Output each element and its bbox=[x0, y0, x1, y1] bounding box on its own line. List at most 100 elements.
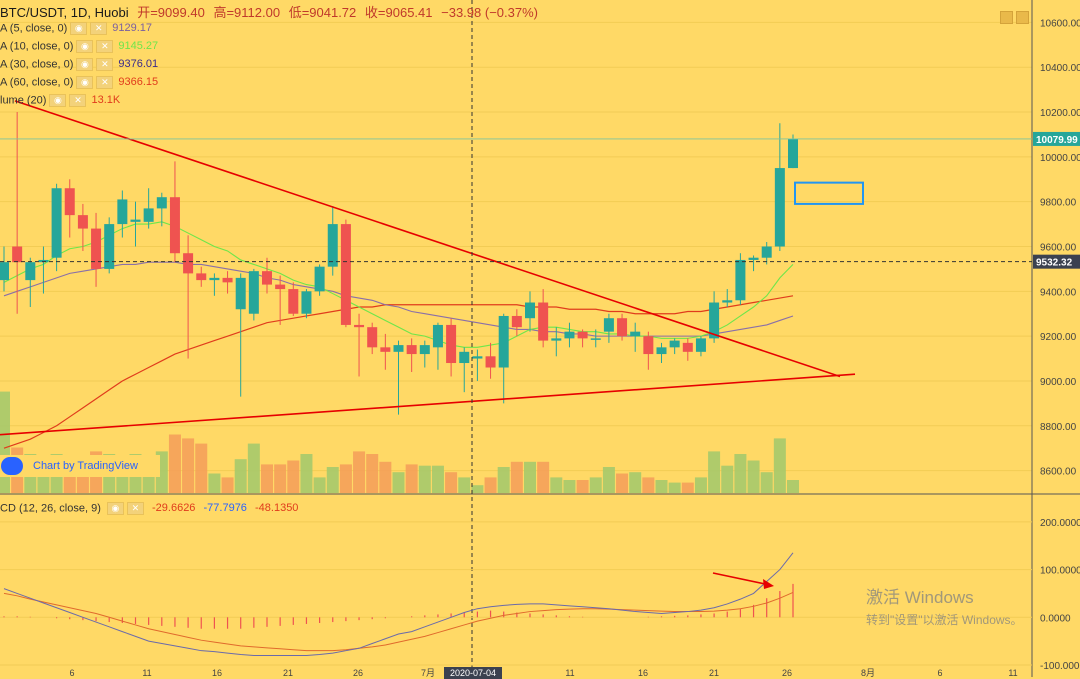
indicator-value: 9129.17 bbox=[112, 22, 153, 35]
hide-icon[interactable] bbox=[1016, 11, 1029, 24]
highlight-box bbox=[794, 181, 864, 205]
indicator-name: A (10, close, 0) bbox=[0, 40, 74, 53]
volume-bar bbox=[431, 465, 444, 493]
volume-bar bbox=[668, 482, 681, 493]
candle-body bbox=[222, 277, 233, 283]
volume-bar bbox=[655, 480, 668, 493]
price-tick-label: 10200.00 bbox=[1040, 108, 1080, 119]
indicator-name: A (5, close, 0) bbox=[0, 22, 68, 35]
eye-icon[interactable]: ◉ bbox=[106, 502, 124, 515]
tradingview-watermark[interactable]: Chart by TradingView bbox=[0, 455, 160, 477]
candle-body bbox=[682, 342, 693, 352]
volume-bar bbox=[339, 464, 352, 493]
eye-icon[interactable]: ◉ bbox=[70, 22, 88, 35]
volume-bar bbox=[445, 472, 458, 493]
macd-name: CD (12, 26, close, 9) bbox=[0, 502, 101, 515]
windows-activation-notice: 激活 Windows 转到"设置"以激活 Windows。 bbox=[866, 583, 1023, 628]
volume-bar bbox=[287, 460, 300, 493]
close-icon[interactable]: ✕ bbox=[69, 94, 87, 107]
eye-icon[interactable]: ◉ bbox=[76, 40, 94, 53]
candle-body bbox=[196, 273, 207, 281]
price-axis[interactable]: 10600.00 10400.00 10200.00 10000.00 9800.00 9… bbox=[1033, 18, 1080, 672]
volume-bar bbox=[247, 443, 260, 493]
candle-body bbox=[459, 351, 470, 364]
time-tick-label: 11 bbox=[565, 668, 574, 677]
candle-body bbox=[354, 324, 365, 328]
settings-icon[interactable] bbox=[1000, 11, 1013, 24]
price-tag bbox=[1033, 131, 1080, 146]
volume-bar bbox=[694, 477, 707, 493]
volume-bar bbox=[168, 434, 181, 493]
time-axis[interactable]: 6111621267月6111621268月611 bbox=[69, 668, 1017, 677]
volume-bar bbox=[300, 454, 313, 493]
volume-bar bbox=[0, 391, 10, 493]
candle-body bbox=[511, 315, 522, 328]
price-tick-label: 10000.00 bbox=[1040, 153, 1080, 164]
candle-body bbox=[603, 318, 614, 332]
close-icon[interactable]: ✕ bbox=[96, 58, 114, 71]
volume-bar bbox=[629, 472, 642, 493]
ma30-line bbox=[3, 261, 794, 337]
eye-icon[interactable]: ◉ bbox=[49, 94, 67, 107]
candle-body bbox=[64, 188, 75, 216]
close-icon[interactable]: ✕ bbox=[90, 22, 108, 35]
candle-body bbox=[774, 168, 785, 247]
low-value: 低=9041.72 bbox=[288, 5, 357, 20]
candle-body bbox=[340, 224, 351, 325]
macd-line bbox=[3, 552, 794, 656]
time-tick-label: 16 bbox=[212, 668, 222, 677]
macd-tick-label: 100.0000 bbox=[1040, 566, 1080, 577]
price-tag bbox=[1033, 254, 1080, 269]
indicator-row: A (60, close, 0) ◉ ✕ 9366.15 bbox=[0, 76, 158, 89]
eye-icon[interactable]: ◉ bbox=[76, 58, 94, 71]
candle-body bbox=[788, 138, 798, 169]
volume-bar bbox=[261, 464, 273, 493]
close-icon[interactable]: ✕ bbox=[96, 76, 114, 89]
eye-icon[interactable]: ◉ bbox=[76, 76, 94, 89]
candle-body bbox=[77, 215, 88, 229]
candle-body bbox=[748, 257, 759, 260]
macd-tick-label: -100.0000 bbox=[1040, 661, 1080, 672]
volume-bar bbox=[313, 477, 326, 493]
volume-bar bbox=[708, 451, 721, 493]
symbol-title[interactable]: BTC/USDT, 1D, Huobi bbox=[0, 5, 129, 20]
candle-body bbox=[525, 302, 535, 319]
price-tick-label: 9800.00 bbox=[1040, 198, 1077, 209]
candle-body bbox=[446, 324, 457, 364]
indicator-name: A (30, close, 0) bbox=[0, 58, 74, 71]
candle-body bbox=[761, 246, 772, 258]
candlesticks bbox=[0, 112, 798, 415]
annotation-arrow bbox=[712, 572, 771, 586]
close-icon[interactable]: ✕ bbox=[96, 40, 114, 53]
indicator-row: A (5, close, 0) ◉ ✕ 9129.17 bbox=[0, 22, 152, 35]
volume-bar bbox=[510, 461, 523, 493]
indicator-value: 9366.15 bbox=[118, 76, 159, 89]
candle-body bbox=[262, 271, 272, 285]
volume-bar bbox=[221, 477, 234, 493]
ma60-line bbox=[3, 295, 794, 449]
volume-bar bbox=[353, 451, 366, 493]
candle-body bbox=[235, 277, 246, 310]
volume-bar bbox=[589, 477, 602, 493]
change-value: −33.98 (−0.37%) bbox=[441, 5, 538, 20]
volume-bar bbox=[195, 443, 208, 493]
candle-body bbox=[314, 266, 325, 292]
high-value: 高=9112.00 bbox=[213, 5, 281, 20]
candle-body bbox=[643, 336, 654, 355]
candle-body bbox=[117, 199, 128, 225]
annotation-arrowhead bbox=[763, 579, 774, 589]
windows-activation-subtitle: 转到"设置"以激活 Windows。 bbox=[866, 613, 1023, 627]
macd-value-3: -48.1350 bbox=[255, 502, 299, 515]
candle-body bbox=[367, 327, 378, 348]
candle-body bbox=[538, 302, 549, 341]
volume-bar bbox=[537, 461, 550, 493]
macd-tick-label: 0.0000 bbox=[1040, 613, 1071, 624]
volume-bar bbox=[471, 485, 484, 493]
candle-body bbox=[248, 271, 259, 314]
tradingview-logo-icon bbox=[1, 457, 23, 475]
price-tick-label: 9600.00 bbox=[1040, 243, 1077, 254]
close-icon[interactable]: ✕ bbox=[126, 502, 144, 515]
volume-bar bbox=[405, 464, 418, 493]
trendline-drawings bbox=[0, 0, 1032, 677]
